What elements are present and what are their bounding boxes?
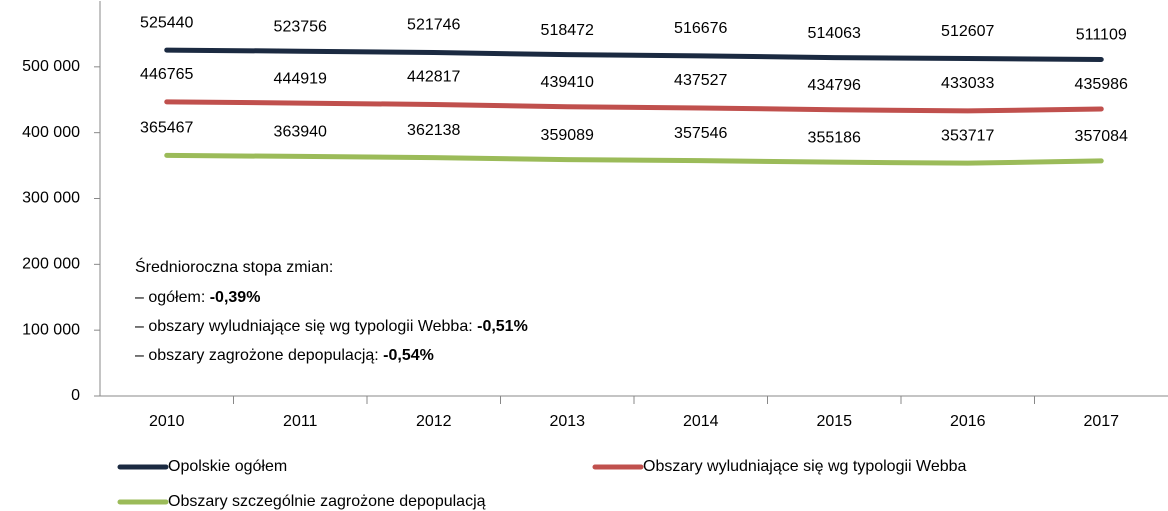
data-label: 444919 — [274, 70, 327, 87]
annotation-line: – ogółem: -0,39% — [135, 289, 260, 306]
data-label: 525440 — [140, 14, 193, 31]
series-line — [164, 152, 1104, 166]
x-tick-label: 2011 — [283, 413, 318, 430]
data-label: 357084 — [1075, 128, 1128, 145]
y-tick-label: 0 — [71, 387, 80, 404]
data-label: 514063 — [808, 25, 861, 42]
data-label: 518472 — [541, 22, 594, 39]
legend-label: Obszary szczególnie zagrożone depopulacj… — [168, 493, 486, 510]
x-tick-label: 2013 — [549, 413, 585, 430]
legend-label: Obszary wyludniające się wg typologii We… — [643, 458, 967, 475]
legend-label: Opolskie ogółem — [168, 458, 287, 475]
y-tick-label: 100 000 — [22, 321, 80, 338]
series-line — [164, 99, 1104, 114]
y-tick-label: 400 000 — [22, 124, 80, 141]
annotation-text: – obszary wyludniające się wg typologii … — [135, 318, 477, 335]
x-tick-label: 2010 — [149, 413, 185, 430]
data-label: 353717 — [941, 127, 994, 144]
data-label: 521746 — [407, 17, 460, 34]
data-label: 355186 — [808, 129, 861, 146]
data-label: 446765 — [140, 66, 193, 83]
data-label: 523756 — [274, 18, 327, 35]
annotation-value: -0,54% — [383, 347, 434, 364]
x-tick-label: 2015 — [816, 413, 852, 430]
data-label: 359089 — [541, 127, 594, 144]
data-label: 362138 — [407, 122, 460, 139]
data-label: 433033 — [941, 75, 994, 92]
data-label: 511109 — [1076, 27, 1127, 44]
annotation-heading: Średnioroczna stopa zmian: — [135, 257, 333, 276]
annotation-line: – obszary wyludniające się wg typologii … — [135, 318, 528, 335]
data-label: 357546 — [674, 125, 727, 142]
annotation-text: – ogółem: — [135, 289, 210, 306]
data-label: 437527 — [674, 72, 727, 89]
data-label: 516676 — [674, 20, 727, 37]
annotation-line: – obszary zagrożone depopulacją: -0,54% — [135, 347, 434, 364]
data-label: 365467 — [140, 120, 193, 137]
data-label: 434796 — [808, 77, 861, 94]
annotation-text: – obszary zagrożone depopulacją: — [135, 347, 383, 364]
y-tick-label: 500 000 — [22, 58, 80, 75]
x-tick-label: 2012 — [416, 413, 452, 430]
data-label: 442817 — [407, 69, 460, 86]
series-line — [164, 47, 1104, 63]
data-label: 435986 — [1075, 76, 1128, 93]
x-tick-label: 2016 — [950, 413, 986, 430]
y-tick-label: 300 000 — [22, 190, 80, 207]
x-tick-label: 2014 — [683, 413, 719, 430]
annotation-value: -0,39% — [210, 289, 261, 306]
data-label: 439410 — [541, 74, 594, 91]
data-label: 363940 — [274, 124, 327, 141]
data-label: 512607 — [941, 23, 994, 40]
x-tick-label: 2017 — [1083, 413, 1119, 430]
y-tick-label: 200 000 — [22, 256, 80, 273]
annotation-value: -0,51% — [477, 318, 528, 335]
